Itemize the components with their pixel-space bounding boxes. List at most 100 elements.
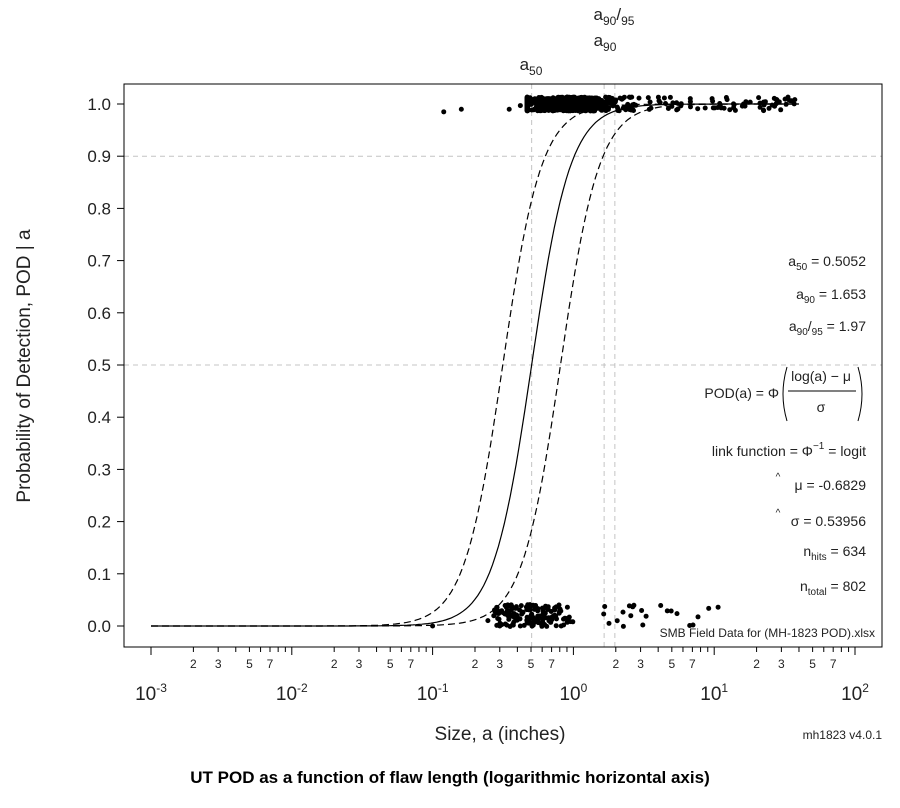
miss-point [539, 616, 545, 622]
stat-sigma-hat-hat: ^ [776, 508, 781, 519]
hit-point [647, 99, 653, 105]
hit-point [547, 98, 552, 103]
y-tick-label: 0.3 [87, 460, 111, 479]
stat-n-hits: nhits = 634 [803, 543, 866, 563]
hit-point [506, 106, 512, 112]
miss-point [639, 608, 645, 613]
hit-point [517, 103, 523, 109]
miss-point [715, 604, 721, 610]
miss-point [554, 616, 559, 622]
miss-point [557, 609, 562, 615]
hit-point [762, 99, 768, 105]
miss-point [529, 623, 535, 629]
miss-point [628, 613, 634, 619]
miss-point [630, 604, 636, 610]
x-axis-title: Size, a (inches) [435, 724, 566, 745]
miss-point [606, 620, 612, 626]
miss-point [517, 623, 523, 629]
x-minor-label: 3 [496, 657, 503, 671]
x-minor-label: 7 [407, 657, 414, 671]
y-tick-label: 0.5 [87, 356, 111, 375]
stat-sigma-hat: σ = 0.53956 [791, 513, 866, 529]
a50-top-label: a50 [520, 55, 543, 78]
pod-formula-denominator: σ [817, 399, 826, 415]
miss-point [509, 603, 515, 609]
hit-point [538, 104, 544, 110]
stat-mu-hat: μ = -0.6829 [794, 477, 866, 493]
miss-point [570, 619, 576, 625]
hit-point [636, 95, 642, 101]
x-minor-label: 2 [331, 657, 338, 671]
x-minor-label: 3 [215, 657, 222, 671]
x-major-label: 10-2 [276, 681, 308, 705]
miss-point [532, 604, 538, 610]
hit-point [535, 100, 541, 105]
miss-point [564, 604, 570, 610]
hit-point [561, 106, 567, 111]
miss-point [491, 613, 497, 619]
miss-point [506, 616, 512, 622]
hit-point [524, 101, 530, 107]
miss-point [602, 604, 608, 609]
hit-point [555, 107, 561, 113]
miss-point [620, 609, 626, 615]
hit-point [761, 108, 767, 114]
miss-point [566, 614, 572, 620]
curve-lower_confidence [151, 103, 799, 627]
hit-point [688, 104, 693, 110]
hit-point [687, 99, 693, 105]
miss-point [601, 611, 607, 617]
hit-point [543, 99, 549, 105]
y-tick-label: 0.2 [87, 513, 111, 532]
hit-point [667, 94, 673, 100]
miss-point [510, 621, 516, 627]
x-minor-label: 3 [778, 657, 785, 671]
miss-point [687, 623, 693, 628]
miss-point [695, 614, 701, 620]
pod-formula-numerator: log(a) − μ [791, 368, 851, 384]
x-major-label: 10-1 [417, 681, 449, 705]
y-tick-label: 0.9 [87, 147, 111, 166]
miss-point [519, 609, 525, 615]
hit-point [594, 95, 600, 101]
x-minor-label: 2 [190, 657, 197, 671]
hit-point [782, 96, 788, 102]
pod-formula-paren-left [782, 366, 788, 422]
miss-point [531, 618, 537, 624]
hit-point [529, 107, 535, 113]
miss-point [674, 611, 680, 617]
y-tick-label: 0.6 [87, 304, 111, 323]
miss-point [620, 623, 626, 629]
hit-point [554, 98, 560, 104]
miss-point [561, 616, 566, 622]
x-major-label: 101 [700, 681, 728, 705]
hit-point [674, 107, 680, 113]
miss-point [504, 608, 510, 614]
miss-point [668, 608, 674, 614]
x-minor-label: 5 [809, 657, 816, 671]
hit-point [630, 106, 636, 112]
hit-point [538, 100, 544, 106]
hit-point [665, 106, 671, 111]
hit-point [756, 95, 762, 101]
hit-point [458, 106, 464, 112]
stat-a9095: a90/95 = 1.97 [789, 318, 866, 338]
stat-a50: a50 = 0.5052 [788, 253, 866, 273]
stat-n-total: ntotal = 802 [800, 578, 866, 598]
y-tick-label: 0.8 [87, 199, 111, 218]
hit-point [702, 105, 708, 111]
hit-point [604, 102, 609, 108]
miss-point [430, 623, 436, 629]
miss-point [706, 605, 712, 611]
miss-point [556, 602, 562, 608]
x-minor-label: 5 [387, 657, 394, 671]
miss-point [543, 603, 549, 609]
x-minor-label: 7 [689, 657, 696, 671]
miss-point [664, 608, 670, 614]
miss-point [564, 619, 570, 625]
x-minor-label: 2 [472, 657, 479, 671]
hit-point [627, 95, 633, 100]
hit-point [732, 107, 738, 113]
hit-point [441, 109, 447, 115]
